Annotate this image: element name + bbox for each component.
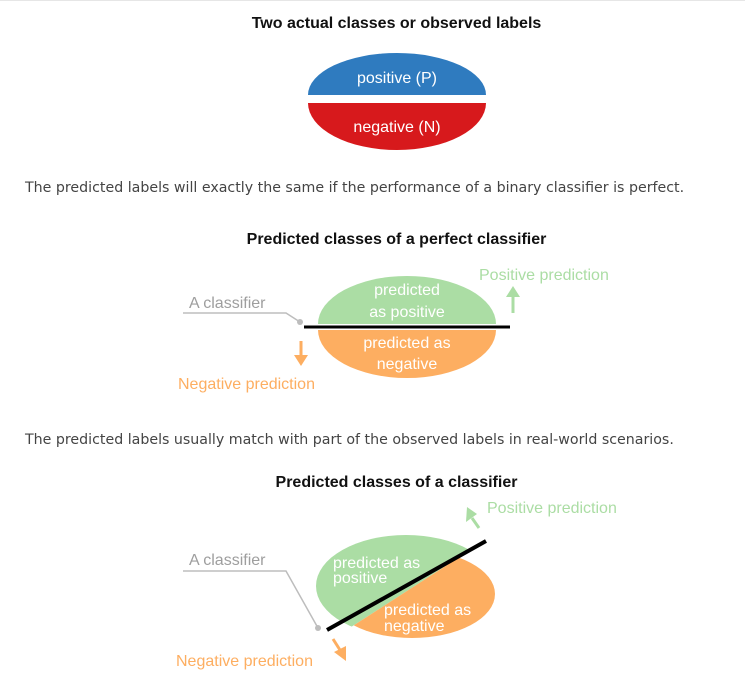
negative-class-half — [308, 103, 486, 150]
predicted-positive-half — [318, 276, 496, 324]
predicted-positive-line1: predicted — [374, 282, 440, 299]
positive-arrow-icon — [466, 507, 477, 522]
classifier-label: A classifier — [189, 295, 266, 312]
classifier-dot — [297, 319, 303, 325]
negative-arrow-shaft — [331, 638, 342, 651]
section2-title: Predicted classes of a perfect classifie… — [246, 231, 547, 248]
section3-title: Predicted classes of a classifier — [275, 474, 518, 491]
top-divider — [0, 0, 745, 1]
predicted-negative-line2: negative — [377, 356, 438, 373]
classifier-pointer — [183, 312, 301, 323]
actual-classes-diagram: positive (P) negative (N) — [308, 53, 486, 150]
positive-prediction-label: Positive prediction — [479, 267, 609, 284]
positive-class-label: positive (P) — [357, 70, 437, 87]
predicted-positive-line2: positive — [333, 570, 387, 587]
paragraph-real-world: The predicted labels usually match with … — [25, 432, 674, 448]
classifier-line — [326, 539, 487, 632]
negative-arrow-icon — [294, 355, 308, 366]
perfect-classifier-diagram: A classifier Positive prediction Negativ… — [178, 267, 609, 393]
predicted-negative-line1: predicted as — [384, 602, 471, 619]
predicted-negative-line1: predicted as — [363, 335, 450, 352]
classifier-dot — [315, 625, 321, 631]
predicted-positive-line1: predicted as — [333, 555, 420, 572]
positive-prediction-label: Positive prediction — [487, 500, 617, 517]
predicted-negative-line2: negative — [384, 618, 445, 635]
predicted-positive-line2: as positive — [369, 304, 445, 321]
classifier-label: A classifier — [189, 552, 266, 569]
negative-arrow-icon — [334, 646, 346, 661]
positive-class-half — [308, 53, 486, 95]
positive-arrow-shaft — [470, 517, 481, 529]
section1-title: Two actual classes or observed labels — [251, 15, 542, 32]
predicted-negative-half — [318, 330, 496, 378]
paragraph-perfect: The predicted labels will exactly the sa… — [25, 180, 685, 196]
classifier-pointer — [183, 570, 319, 629]
positive-arrow-icon — [506, 286, 520, 297]
negative-prediction-label: Negative prediction — [178, 376, 315, 393]
negative-class-label: negative (N) — [353, 119, 440, 136]
negative-prediction-label: Negative prediction — [176, 653, 313, 670]
